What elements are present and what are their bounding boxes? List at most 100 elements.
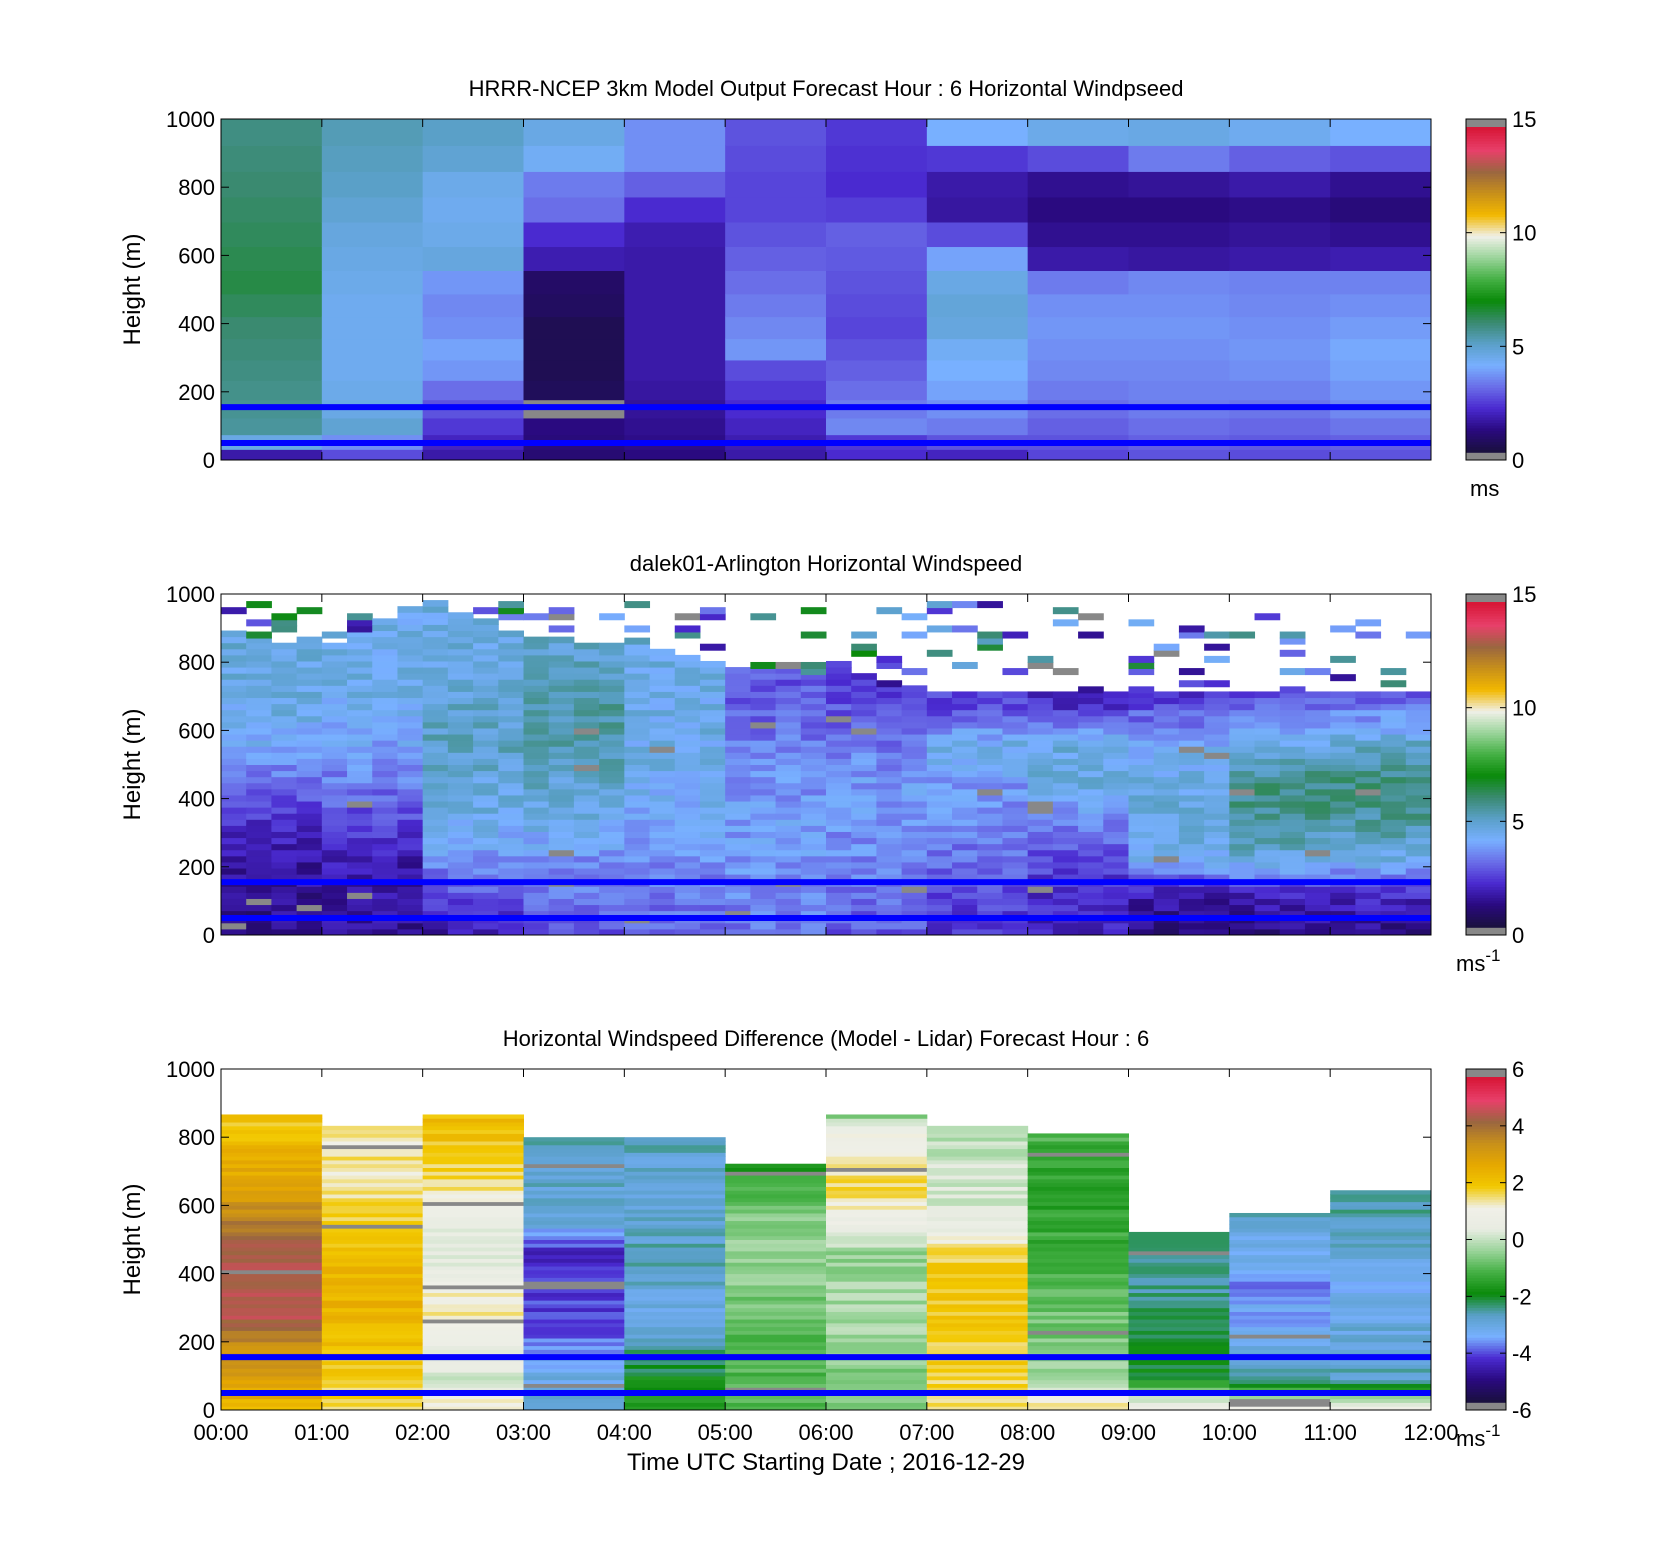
- heatmap-cell: [800, 734, 827, 741]
- heatmap-cell: [725, 1315, 827, 1320]
- heatmap-cell: [447, 892, 474, 899]
- heatmap-cell: [473, 886, 499, 893]
- colorbar-swatch: [1466, 843, 1506, 847]
- heatmap-cell: [523, 1250, 625, 1256]
- heatmap-cell: [422, 1307, 524, 1312]
- heatmap-cell: [699, 764, 726, 772]
- heatmap-cell: [422, 1186, 524, 1191]
- heatmap-cell: [800, 837, 827, 845]
- colorbar-swatch: [1466, 610, 1506, 614]
- heatmap-cell: [523, 1300, 625, 1305]
- heatmap-cell: [1052, 928, 1079, 936]
- heatmap-cell: [221, 886, 247, 893]
- heatmap-cell: [1052, 782, 1079, 790]
- heatmap-cell: [1330, 1239, 1432, 1244]
- heatmap-cell: [347, 642, 373, 650]
- heatmap-cell: [926, 1247, 1029, 1252]
- heatmap-cell: [397, 794, 424, 802]
- heatmap-cell: [1178, 849, 1205, 857]
- heatmap-cell: [1027, 1322, 1129, 1328]
- heatmap-cell: [624, 119, 726, 146]
- heatmap-cell: [1330, 886, 1356, 893]
- heatmap-cell: [826, 1387, 928, 1392]
- heatmap-cell: [573, 782, 600, 790]
- heatmap-cell: [624, 703, 651, 711]
- heatmap-cell: [699, 607, 726, 615]
- heatmap-cell: [246, 898, 272, 906]
- heatmap-cell: [422, 338, 524, 361]
- heatmap-cell: [1279, 898, 1306, 906]
- heatmap-cell: [926, 782, 953, 790]
- heatmap-cell: [1052, 721, 1079, 729]
- heatmap-cell: [775, 855, 802, 863]
- heatmap-cell: [422, 685, 449, 692]
- heatmap-cell: [674, 673, 701, 680]
- heatmap-cell: [1229, 270, 1331, 295]
- heatmap-cell: [725, 740, 751, 747]
- heatmap-cell: [926, 625, 953, 633]
- heatmap-cell: [397, 904, 424, 912]
- heatmap-cell: [498, 752, 524, 759]
- heatmap-cell: [1304, 770, 1331, 778]
- heatmap-cell: [800, 831, 827, 839]
- heatmap-cell: [725, 922, 751, 930]
- colorbar-swatch: [1466, 1152, 1506, 1157]
- colorbar-swatch: [1466, 832, 1506, 836]
- heatmap-cell: [851, 752, 877, 759]
- heatmap-cell: [624, 922, 651, 930]
- heatmap-cell: [1128, 1372, 1230, 1377]
- heatmap-cell: [1027, 801, 1054, 808]
- heatmap-cell: [473, 721, 499, 729]
- heatmap-cell: [826, 1269, 928, 1275]
- heatmap-cell: [372, 624, 398, 632]
- heatmap-cell: [1178, 831, 1205, 839]
- heatmap-cell: [599, 758, 625, 765]
- heatmap-cell: [1355, 843, 1382, 851]
- heatmap-cell: [221, 1349, 323, 1354]
- colorbar-swatch: [1466, 205, 1506, 210]
- colorbar-swatch: [1466, 430, 1506, 434]
- heatmap-cell: [901, 776, 928, 784]
- heatmap-cell: [649, 868, 676, 875]
- heatmap-cell: [523, 855, 550, 863]
- heatmap-cell: [876, 691, 903, 699]
- heatmap-cell: [750, 697, 777, 705]
- heatmap-cell: [296, 740, 323, 747]
- heatmap-cell: [321, 825, 348, 832]
- heatmap-cell: [573, 679, 600, 686]
- heatmap-cell: [674, 904, 701, 912]
- heatmap-cell: [523, 1205, 625, 1210]
- heatmap-cell: [1153, 727, 1180, 735]
- heatmap-cell: [851, 843, 877, 851]
- heatmap-cell: [321, 145, 424, 172]
- heatmap-cell: [1128, 686, 1155, 694]
- heatmap-cell: [422, 1220, 524, 1225]
- colorbar-swatch: [1466, 275, 1506, 280]
- heatmap-cell: [221, 1394, 323, 1400]
- heatmap-cell: [851, 837, 877, 845]
- heatmap-cell: [422, 703, 449, 711]
- heatmap-cell: [271, 837, 298, 845]
- heatmap-cell: [523, 1368, 625, 1373]
- heatmap-cell: [624, 1216, 726, 1222]
- heatmap-cell: [599, 660, 625, 668]
- heatmap-cell: [851, 758, 877, 765]
- heatmap-cell: [246, 703, 272, 711]
- heatmap-cell: [926, 1209, 1029, 1214]
- heatmap-cell: [1229, 776, 1256, 784]
- heatmap-cell: [548, 837, 575, 845]
- colorbar-swatch: [1466, 292, 1506, 296]
- heatmap-cell: [1027, 904, 1054, 912]
- heatmap-cell: [347, 898, 373, 906]
- heatmap-cell: [321, 316, 424, 340]
- heatmap-cell: [347, 892, 373, 899]
- heatmap-cell: [1052, 703, 1079, 711]
- heatmap-cell: [321, 1277, 424, 1282]
- heatmap-cell: [1128, 1250, 1230, 1256]
- heatmap-cell: [271, 721, 298, 729]
- heatmap-cell: [1052, 904, 1079, 912]
- heatmap-cell: [296, 715, 323, 723]
- heatmap-cell: [826, 886, 852, 893]
- colorbar-tick-label: 0: [1512, 448, 1524, 473]
- heatmap-cell: [422, 709, 449, 717]
